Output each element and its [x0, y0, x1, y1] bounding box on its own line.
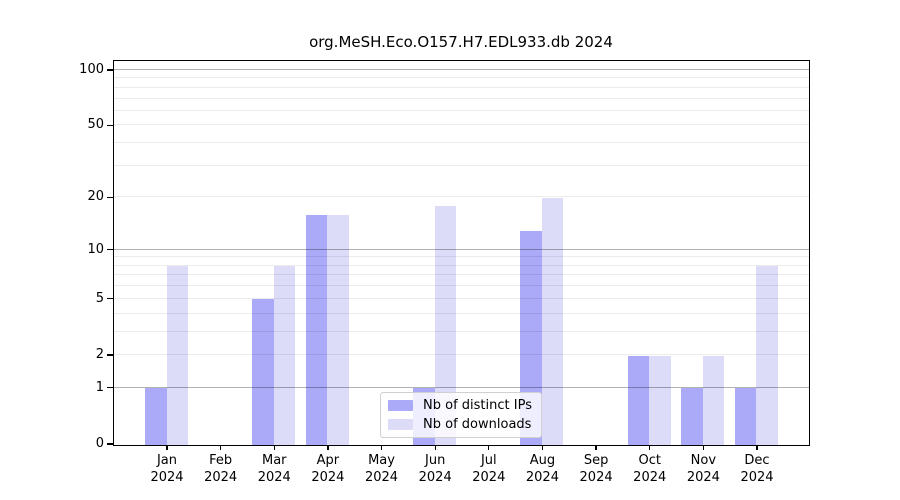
bar-downloads-nov: [702, 355, 725, 445]
bar-distinct-ips-apr: [305, 214, 328, 445]
x-tick-label-oct: Oct 2024: [633, 453, 667, 485]
y-tick-label-20: 20: [87, 189, 104, 205]
x-tick-label-may: May 2024: [364, 453, 399, 485]
bar-downloads-mar: [273, 266, 296, 445]
bar-downloads-aug: [541, 197, 564, 445]
y-tick-label-2: 2: [95, 346, 104, 362]
x-tick-dec: [756, 445, 758, 450]
bar-distinct-ips-dec: [734, 388, 757, 445]
y-tick-label-0: 0: [95, 436, 104, 451]
y-tick-2: [107, 354, 113, 356]
x-tick-label-aug: Aug 2024: [525, 453, 559, 485]
x-tick-sep: [595, 445, 597, 450]
legend-label-distinct-ips: Nb of distinct IPs: [423, 397, 532, 413]
bar-distinct-ips-aug: [520, 230, 542, 445]
bar-downloads-dec: [756, 266, 778, 445]
bar-distinct-ips-nov: [681, 388, 703, 445]
x-tick-label-jun: Jun 2024: [418, 453, 452, 485]
x-tick-nov: [702, 445, 704, 450]
y-tick-1: [107, 387, 113, 389]
bar-distinct-ips-mar: [252, 299, 274, 445]
y-tick-0: [107, 443, 113, 445]
x-tick-mar: [273, 445, 275, 450]
y-tick-label-1: 1: [95, 379, 104, 395]
x-tick-aug: [541, 445, 544, 450]
bar-distinct-ips-oct: [627, 355, 650, 445]
legend-swatch-distinct-ips: [388, 399, 414, 411]
y-tick-label-100: 100: [79, 62, 104, 77]
bar-downloads-jun: [434, 205, 457, 445]
x-tick-jul: [488, 445, 490, 450]
chart-title: org.MeSH.Eco.O157.H7.EDL933.db 2024: [309, 33, 613, 51]
x-tick-oct: [649, 445, 651, 450]
bar-distinct-ips-jan: [145, 388, 167, 445]
bars-layer: [114, 61, 809, 445]
x-tick-feb: [219, 445, 222, 450]
x-tick-jun: [434, 445, 436, 450]
y-tick-label-10: 10: [87, 241, 104, 257]
x-tick-label-mar: Mar 2024: [257, 453, 291, 485]
bar-downloads-jan: [166, 266, 188, 445]
y-tick-label-50: 50: [87, 117, 104, 133]
y-tick-label-5: 5: [95, 290, 104, 306]
x-tick-label-feb: Feb 2024: [204, 453, 238, 485]
x-tick-label-nov: Nov 2024: [686, 453, 720, 485]
legend-item-distinct-ips: Nb of distinct IPs: [388, 398, 532, 413]
y-tick-100: [107, 69, 113, 71]
legend-label-downloads: Nb of downloads: [423, 416, 532, 432]
y-tick-5: [107, 298, 113, 300]
plot-area: Nb of distinct IPs Nb of downloads: [112, 59, 810, 446]
x-tick-may: [380, 445, 383, 450]
bar-downloads-oct: [649, 355, 671, 445]
y-tick-10: [107, 249, 113, 251]
bar-downloads-apr: [327, 214, 349, 445]
x-tick-label-apr: Apr 2024: [311, 453, 345, 485]
x-tick-label-sep: Sep 2024: [579, 453, 613, 485]
y-tick-20: [107, 196, 113, 198]
x-tick-apr: [327, 445, 329, 450]
x-tick-label-jan: Jan 2024: [150, 453, 184, 485]
y-tick-50: [107, 124, 113, 127]
legend-item-downloads: Nb of downloads: [388, 417, 532, 432]
x-tick-label-jul: Jul 2024: [472, 453, 506, 485]
legend: Nb of distinct IPs Nb of downloads: [380, 391, 542, 438]
x-tick-jan: [166, 445, 168, 450]
x-tick-label-dec: Dec 2024: [740, 453, 774, 485]
legend-swatch-downloads: [388, 418, 414, 430]
